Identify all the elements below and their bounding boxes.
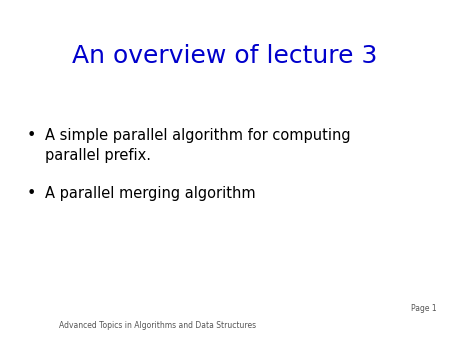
- Text: •: •: [27, 128, 36, 143]
- Text: A simple parallel algorithm for computing
parallel prefix.: A simple parallel algorithm for computin…: [45, 128, 351, 163]
- Text: A parallel merging algorithm: A parallel merging algorithm: [45, 186, 256, 201]
- Text: Advanced Topics in Algorithms and Data Structures: Advanced Topics in Algorithms and Data S…: [59, 320, 256, 330]
- Text: •: •: [27, 186, 36, 201]
- Text: Page 1: Page 1: [411, 304, 436, 313]
- Text: An overview of lecture 3: An overview of lecture 3: [72, 44, 378, 68]
